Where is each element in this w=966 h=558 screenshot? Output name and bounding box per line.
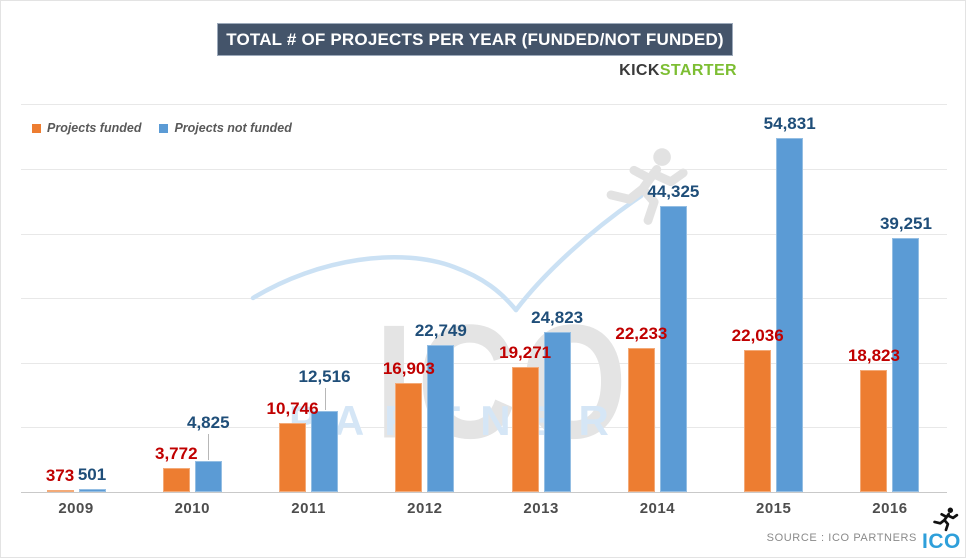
value-label-funded-2012: 16,903 — [382, 358, 435, 378]
value-label-not-funded-2010: 4,825 — [186, 412, 230, 432]
bar-funded-2009 — [46, 489, 74, 492]
bar-not-funded-2009 — [78, 488, 106, 492]
bar-not-funded-2014 — [659, 205, 687, 492]
kickstarter-logo-starter: STARTER — [659, 62, 737, 79]
value-label-not-funded-2014: 44,325 — [647, 181, 700, 201]
bar-not-funded-2011 — [311, 411, 339, 492]
value-label-funded-2009: 373 — [45, 465, 75, 485]
x-axis-label-2013: 2013 — [523, 500, 559, 517]
legend-swatch-funded-icon — [32, 123, 41, 133]
value-label-funded-2013: 19,271 — [499, 343, 552, 363]
label-leader-line-2011 — [324, 388, 326, 411]
gridline-60000 — [21, 104, 947, 106]
legend-swatch-not-funded-icon — [159, 123, 169, 133]
bar-funded-2011 — [279, 422, 307, 492]
x-axis-label-2012: 2012 — [407, 500, 443, 517]
gridline-20000 — [21, 362, 947, 364]
gridline-40000 — [21, 233, 947, 235]
source-text: SOURCE : ICO PARTNERS — [766, 532, 917, 544]
bar-not-funded-2013 — [543, 331, 571, 492]
bar-funded-2013 — [511, 367, 539, 492]
value-label-not-funded-2011: 12,516 — [298, 367, 351, 387]
gridline-50000 — [21, 168, 947, 170]
footer-runner-icon — [933, 507, 959, 532]
gridline-10000 — [21, 427, 947, 429]
watermark-partners-text: PARTNERS — [289, 397, 677, 444]
value-label-funded-2014: 22,233 — [615, 324, 668, 344]
value-label-funded-2016: 18,823 — [847, 346, 900, 366]
ico-partners-logo-text: ICO — [922, 530, 961, 553]
value-label-not-funded-2015: 54,831 — [763, 113, 816, 133]
x-axis-line — [21, 492, 947, 493]
legend-label-funded: Projects funded — [47, 121, 142, 135]
kickstarter-logo: KICKSTARTER — [217, 62, 737, 80]
x-axis-label-2010: 2010 — [174, 500, 210, 517]
value-label-funded-2015: 22,036 — [731, 325, 784, 345]
x-axis-label-2011: 2011 — [291, 500, 326, 517]
value-label-not-funded-2009: 501 — [77, 464, 107, 484]
bar-funded-2012 — [395, 382, 423, 492]
legend: Projects funded Projects not funded — [32, 121, 292, 135]
watermark-runner-icon — [606, 148, 688, 225]
x-axis-label-2016: 2016 — [872, 500, 908, 517]
value-label-not-funded-2012: 22,749 — [414, 321, 467, 340]
bar-not-funded-2012 — [427, 345, 455, 492]
bar-funded-2016 — [860, 370, 888, 492]
value-label-funded-2010: 3,772 — [154, 443, 198, 463]
bar-not-funded-2010 — [194, 460, 222, 492]
chart-title: TOTAL # OF PROJECTS PER YEAR (FUNDED/NOT… — [226, 29, 724, 49]
value-label-not-funded-2013: 24,823 — [531, 307, 584, 327]
bar-not-funded-2016 — [892, 238, 920, 492]
bar-funded-2014 — [627, 348, 655, 492]
kickstarter-logo-kick: KICK — [619, 62, 660, 79]
bar-funded-2010 — [162, 467, 190, 492]
bar-not-funded-2015 — [776, 137, 804, 492]
x-axis-label-2009: 2009 — [58, 500, 94, 517]
legend-item-funded: Projects funded — [32, 121, 141, 135]
bar-funded-2015 — [744, 349, 772, 492]
label-leader-line-2010 — [208, 433, 210, 460]
value-label-funded-2011: 10,746 — [266, 398, 319, 418]
title-banner: TOTAL # OF PROJECTS PER YEAR (FUNDED/NOT… — [217, 23, 733, 56]
x-axis-label-2015: 2015 — [755, 500, 792, 517]
x-axis-label-2014: 2014 — [639, 500, 676, 517]
legend-item-not-funded: Projects not funded — [159, 121, 292, 135]
value-label-not-funded-2016: 39,251 — [879, 214, 932, 234]
legend-label-not-funded: Projects not funded — [174, 121, 292, 135]
